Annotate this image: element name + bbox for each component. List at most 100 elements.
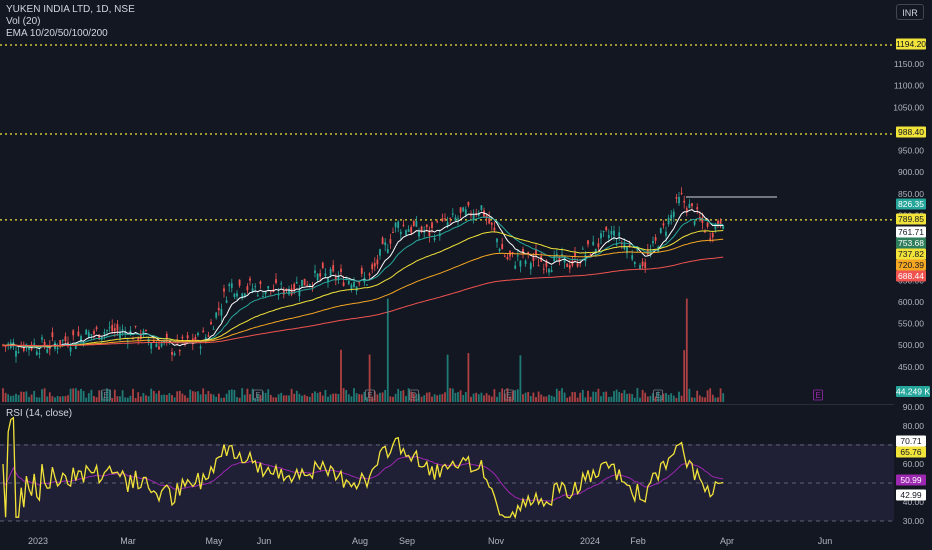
candle-body	[496, 238, 498, 243]
candle-body	[72, 330, 75, 336]
price-label: 988.40	[898, 127, 924, 137]
candle-body	[298, 289, 301, 297]
price-tick-label: 1050.00	[893, 102, 924, 112]
volume-bar	[69, 388, 72, 402]
candle-body	[41, 337, 43, 340]
volume-bar	[74, 388, 77, 402]
volume-bar	[493, 389, 496, 402]
volume-bar	[319, 391, 322, 402]
candle-body	[550, 270, 553, 273]
candle-body	[644, 262, 647, 268]
candle-body	[610, 230, 613, 235]
candle-body	[132, 338, 134, 340]
candle-body	[548, 268, 550, 273]
pane-divider	[0, 404, 894, 405]
candle-body	[519, 260, 522, 267]
volume-bar	[376, 394, 379, 402]
candle-body	[238, 279, 241, 286]
rsi-ma-line	[2, 455, 724, 502]
candle-body	[262, 296, 264, 298]
volume-bar	[298, 393, 301, 402]
candle-body	[545, 260, 548, 267]
time-tick-label: 2023	[28, 536, 48, 546]
volume-bar	[386, 298, 389, 402]
time-tick-label: Jun	[818, 536, 833, 546]
volume-bar	[249, 394, 251, 402]
volume-bar	[698, 395, 701, 402]
price-label-box	[896, 237, 926, 249]
candle-body	[597, 243, 600, 248]
volume-bar	[519, 355, 522, 402]
candle-body	[449, 218, 452, 220]
volume-bar	[236, 397, 238, 402]
rsi-line	[2, 416, 724, 520]
volume-bar	[295, 390, 298, 402]
volume-bar	[451, 388, 454, 402]
volume-bar	[238, 397, 241, 402]
volume-bar	[324, 389, 327, 402]
volume-bar	[368, 354, 371, 402]
volume-bar	[256, 393, 259, 402]
volume-bar	[230, 389, 233, 402]
candle-body	[207, 335, 210, 337]
volume-bar	[251, 388, 254, 402]
candle-body	[233, 293, 236, 297]
candle-body	[589, 254, 592, 256]
candle-body	[667, 217, 670, 225]
volume-bar	[545, 396, 548, 402]
price-label-box	[896, 198, 926, 210]
volume-bar	[652, 393, 654, 402]
volume-bar	[402, 390, 405, 402]
volume-bar	[631, 394, 634, 402]
candle-body	[433, 237, 436, 241]
candle-body	[454, 217, 457, 221]
volume-bar	[438, 394, 441, 402]
candle-body	[90, 334, 93, 336]
candle-body	[251, 288, 254, 292]
candle-body	[529, 262, 532, 270]
price-tick-label: 850.00	[898, 189, 924, 199]
volume-bar	[397, 388, 400, 402]
time-tick-label: Sep	[399, 536, 415, 546]
volume-bar	[168, 393, 171, 402]
candle-body	[675, 197, 678, 199]
volume-bar	[43, 388, 46, 402]
volume-bar	[41, 389, 43, 402]
currency-button[interactable]: INR	[896, 4, 924, 20]
candle-body	[17, 351, 20, 353]
volume-bar	[584, 397, 587, 402]
volume-bar	[524, 392, 527, 402]
candle-body	[662, 223, 665, 226]
candle-body	[407, 229, 410, 233]
volume-label-box	[896, 386, 930, 397]
volume-bar	[600, 396, 602, 402]
time-tick-label: Aug	[352, 536, 368, 546]
volume-bar	[332, 393, 335, 402]
candle-body	[267, 286, 270, 289]
candle-body	[316, 273, 319, 281]
earnings-marker-label: E	[655, 391, 660, 400]
candle-body	[527, 252, 530, 254]
candle-body	[706, 222, 709, 227]
volume-bar	[106, 388, 108, 402]
volume-bar	[173, 397, 176, 402]
price-tick-label: 1150.00	[894, 59, 924, 69]
volume-bar	[137, 392, 140, 402]
candle-body	[243, 293, 246, 296]
candle-body	[332, 265, 335, 272]
volume-bar	[290, 388, 293, 402]
volume-bar	[696, 390, 699, 402]
candle-body	[340, 268, 342, 272]
volume-bar	[329, 394, 332, 402]
volume-bar	[685, 298, 688, 402]
candle-body	[561, 253, 563, 255]
volume-bar	[360, 394, 363, 402]
candle-body	[347, 280, 350, 285]
volume-bar	[649, 395, 652, 402]
volume-bar	[306, 396, 309, 402]
volume-bar	[12, 395, 15, 402]
candle-body	[503, 255, 506, 257]
candle-body	[683, 200, 686, 203]
earnings-marker	[365, 389, 375, 401]
